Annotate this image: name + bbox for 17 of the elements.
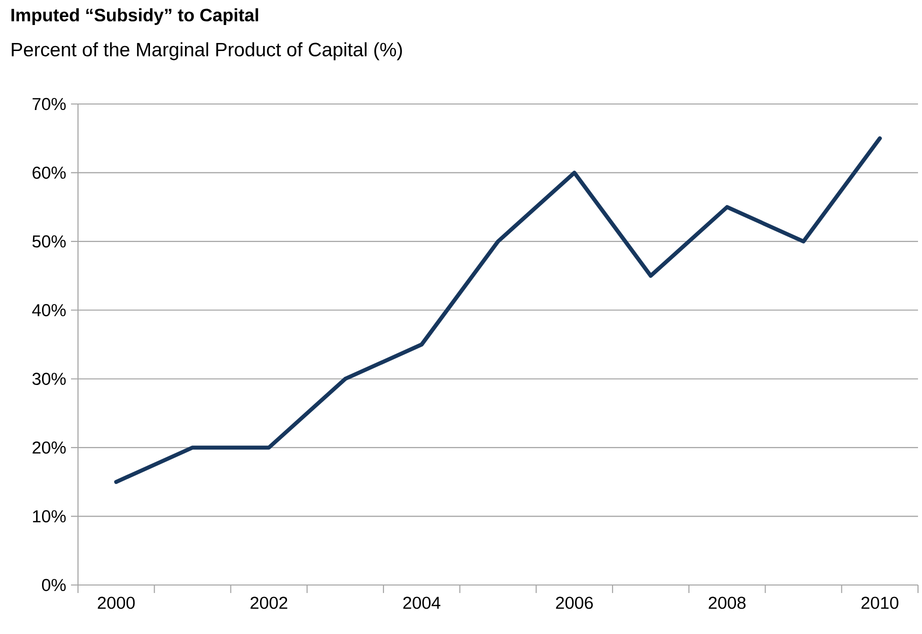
y-tick-label: 40% bbox=[32, 304, 66, 316]
x-tick-label: 2008 bbox=[708, 596, 746, 609]
y-tick-label: 60% bbox=[32, 166, 66, 179]
y-tick-label: 70% bbox=[32, 98, 66, 110]
y-tick-label: 10% bbox=[33, 510, 66, 522]
y-tick-label: 0% bbox=[42, 578, 66, 592]
chart-subtitle: Percent of the Marginal Product of Capital (%) bbox=[12, 42, 402, 60]
x-tick-label: 2004 bbox=[403, 596, 440, 609]
x-tick-label: 2006 bbox=[556, 596, 593, 609]
line-series bbox=[114, 136, 882, 484]
x-tick-label: 2010 bbox=[861, 596, 898, 609]
x-tick-label: 2000 bbox=[98, 596, 135, 609]
y-tick-label: 20% bbox=[32, 441, 66, 454]
x-tick-label: 2002 bbox=[250, 596, 288, 609]
y-tick-label: 30% bbox=[32, 372, 66, 385]
chart-title: Imputed “Subsidy” to Capital bbox=[11, 8, 258, 25]
y-tick-label: 50% bbox=[32, 235, 66, 248]
